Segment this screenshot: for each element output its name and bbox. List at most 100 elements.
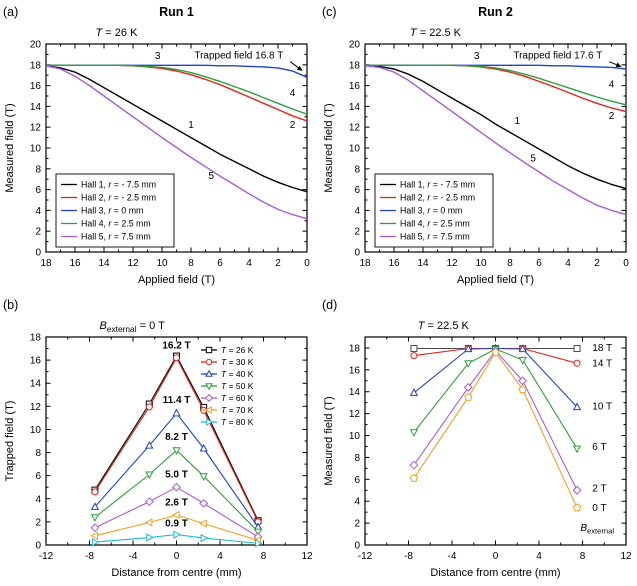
annotation-arrow-head	[296, 65, 303, 72]
series-hall-1-r-7-5-mm	[45, 65, 308, 193]
y-tick-label: 4	[354, 206, 360, 217]
triangle-up-marker	[409, 388, 419, 396]
annotation-text: Trapped field 17.6 T	[513, 51, 602, 62]
y-axis-label: Trapped field (T)	[4, 401, 16, 482]
x-tick-label: 8	[188, 258, 194, 269]
x-tick-label: 0	[304, 258, 310, 269]
y-tick-label: 18	[349, 343, 361, 354]
triangle-left-marker	[204, 406, 212, 414]
diamond-marker	[204, 393, 214, 403]
x-tick-label: -8	[85, 551, 94, 562]
y-axis-label: Measured field (T)	[4, 103, 16, 192]
y-tick-label: 2	[354, 227, 360, 238]
diamond-marker	[90, 523, 100, 533]
series-6-t	[413, 348, 578, 449]
legend-label: T = 26 K	[221, 345, 254, 355]
triangle-down-marker	[199, 473, 208, 481]
x-tick-label: 2	[275, 258, 281, 269]
diamond-marker	[518, 376, 528, 386]
y-tick-label: 16	[30, 356, 42, 367]
panel-subtitle: T = 22.5 K	[410, 27, 462, 39]
panel-subtitle: T = 26 K	[96, 27, 139, 39]
y-tick-label: 8	[354, 164, 360, 175]
panel-title: Run 1	[159, 5, 194, 19]
triangle-left-marker	[171, 510, 180, 520]
x-tick-label: 12	[620, 551, 632, 562]
triangle-up-marker	[205, 369, 213, 377]
series-hall-1-r-7-5-mm	[364, 64, 627, 190]
diamond-marker	[572, 485, 582, 495]
y-tick-label: 4	[35, 206, 41, 217]
legend-label: Hall 2, r = - 2.5 mm	[81, 193, 156, 203]
triangle-right-marker	[91, 537, 100, 547]
legend-label: T = 50 K	[221, 381, 254, 391]
legend-label: Hall 2, r = - 2.5 mm	[400, 193, 475, 203]
curve-label: 3	[474, 51, 480, 62]
diamond-marker	[144, 497, 154, 507]
x-tick-label: 2	[594, 258, 600, 269]
triangle-down-marker	[145, 471, 154, 480]
triangle-down-marker	[172, 447, 181, 455]
curve-label: 18 T	[592, 343, 612, 354]
x-tick-label: 8	[580, 551, 586, 562]
triangle-up-marker	[90, 502, 100, 510]
annotation-arrow-head	[615, 62, 622, 67]
chart-panel-d: -12 -8 -4 0 4 8 12 0 2 4 6 8 10 12 14 16 18 Distance from…	[322, 298, 632, 579]
curve-label: 2.6 T	[165, 498, 188, 509]
y-tick-label: 8	[35, 164, 41, 175]
triangle-down-marker	[253, 528, 263, 537]
circle-marker	[145, 403, 153, 411]
y-tick-label: 0	[354, 248, 360, 259]
x-axis-label: Distance from centre (mm)	[111, 567, 241, 579]
circle-marker	[91, 488, 99, 496]
curve-label: 10 T	[592, 401, 612, 412]
x-tick-label: 6	[217, 258, 223, 269]
legend-label: Hall 4, r = 2.5 mm	[81, 219, 151, 229]
triangle-up-marker	[172, 408, 181, 417]
y-tick-label: 12	[30, 123, 42, 134]
x-tick-label: 6	[536, 258, 542, 269]
legend-label: T = 60 K	[221, 393, 254, 403]
curve-label: Bexternal	[580, 523, 614, 536]
legend-label: Hall 4, r = 2.5 mm	[400, 219, 470, 229]
x-tick-label: 18	[40, 258, 52, 269]
series-hall-4-r-2-5-mm	[46, 64, 308, 115]
curve-label: 3	[155, 51, 161, 62]
y-tick-label: 16	[349, 365, 361, 376]
y-tick-label: 14	[349, 387, 361, 398]
x-tick-label: -8	[404, 551, 413, 562]
y-tick-label: 10	[349, 431, 361, 442]
curve-label: 4	[609, 80, 615, 91]
annotation-text: Trapped field 16.8 T	[194, 51, 283, 62]
curve-label: 0 T	[592, 503, 606, 514]
x-tick-label: 4	[246, 258, 252, 269]
y-tick-label: 20	[349, 40, 361, 51]
x-tick-label: -4	[129, 551, 138, 562]
panel-subtitle: Bexternal = 0 T	[99, 320, 165, 334]
y-tick-label: 10	[349, 144, 361, 155]
series-hall-2-r-2-5-mm	[46, 64, 308, 122]
curve-label: 16.2 T	[162, 341, 190, 352]
triangle-down-marker	[518, 356, 527, 365]
triangle-left-marker	[144, 518, 153, 527]
series-hall-5-r-7-5-mm	[45, 65, 308, 220]
triangle-left-marker	[90, 531, 98, 540]
triangle-up-marker	[464, 344, 473, 353]
curve-label: 4	[290, 88, 296, 99]
y-tick-label: 16	[30, 81, 42, 92]
x-tick-label: 8	[507, 258, 513, 269]
plot-border	[364, 336, 627, 546]
x-tick-label: 4	[536, 551, 542, 562]
pentagon-marker	[409, 473, 419, 482]
y-tick-label: 14	[349, 102, 361, 113]
x-tick-label: 14	[417, 258, 429, 269]
x-tick-label: 16	[388, 258, 400, 269]
legend-label: T = 70 K	[221, 405, 254, 415]
triangle-right-marker	[173, 530, 182, 539]
y-tick-label: 14	[30, 102, 42, 113]
x-tick-label: 0	[623, 258, 629, 269]
y-tick-label: 8	[35, 448, 41, 459]
y-tick-label: 18	[30, 60, 42, 71]
y-tick-label: 16	[349, 81, 361, 92]
curve-label: 1	[188, 120, 194, 131]
